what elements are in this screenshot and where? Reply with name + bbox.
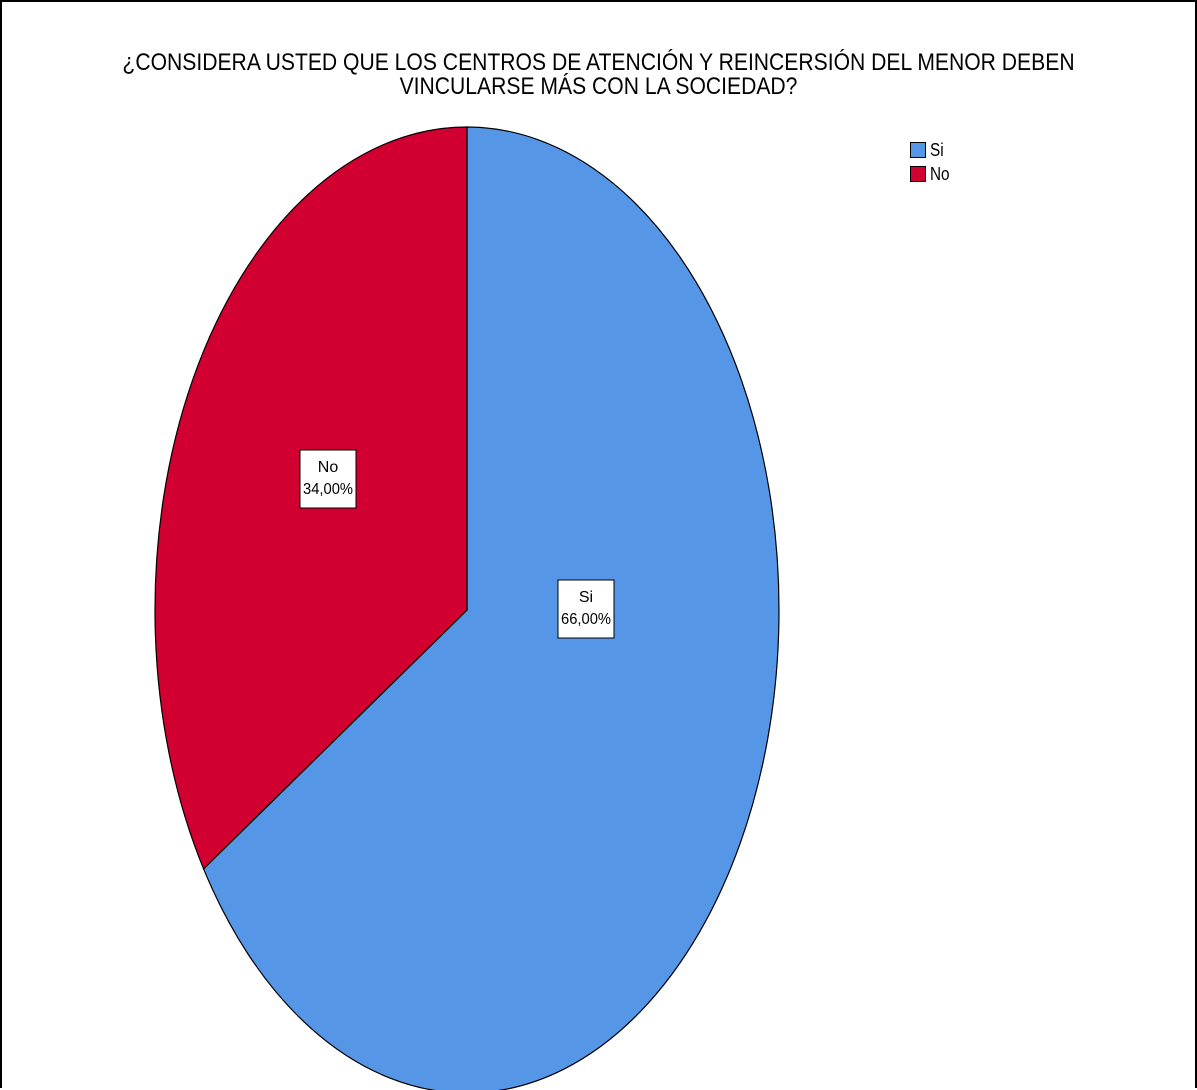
pie-slice-labels: Si 66,00% No 34,00% bbox=[299, 449, 615, 639]
pie-label-si: Si 66,00% bbox=[557, 579, 615, 639]
pie-label-no: No 34,00% bbox=[299, 449, 357, 509]
pie-label-box-no bbox=[299, 449, 357, 509]
pie-label-name-si: Si bbox=[579, 589, 593, 606]
legend-label-si: Si bbox=[930, 139, 944, 160]
legend-swatch-si bbox=[910, 142, 926, 158]
legend-label-no: No bbox=[930, 163, 950, 184]
chart-title-line-2: VINCULARSE MÁS CON LA SOCIEDAD? bbox=[399, 73, 798, 100]
pie-label-name-no: No bbox=[318, 459, 339, 476]
chart-title-line-1: ¿CONSIDERA USTED QUE LOS CENTROS DE ATEN… bbox=[122, 49, 1075, 76]
chart-legend: Si No bbox=[910, 138, 953, 186]
pie-slice-si bbox=[202, 126, 780, 1090]
pie-label-value-si: 66,00% bbox=[561, 611, 611, 628]
pie-slices bbox=[154, 126, 780, 1090]
pie-label-box-si bbox=[557, 579, 615, 639]
chart-title: ¿CONSIDERA USTED QUE LOS CENTROS DE ATEN… bbox=[109, 51, 1088, 99]
pie-label-value-no: 34,00% bbox=[303, 481, 353, 498]
legend-item-si: Si bbox=[910, 138, 953, 162]
legend-item-no: No bbox=[910, 162, 953, 186]
legend-swatch-no bbox=[910, 166, 926, 182]
